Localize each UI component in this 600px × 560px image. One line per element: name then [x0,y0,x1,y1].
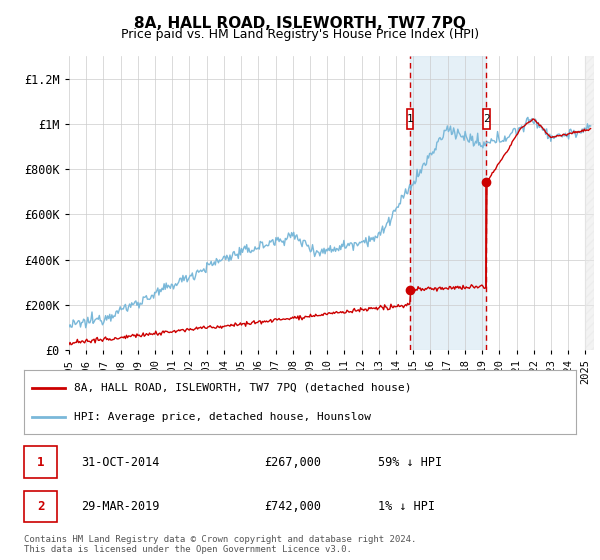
Text: Contains HM Land Registry data © Crown copyright and database right 2024.
This d: Contains HM Land Registry data © Crown c… [24,535,416,554]
Text: 8A, HALL ROAD, ISLEWORTH, TW7 7PQ (detached house): 8A, HALL ROAD, ISLEWORTH, TW7 7PQ (detac… [74,382,411,393]
Text: 31-OCT-2014: 31-OCT-2014 [81,455,160,469]
FancyBboxPatch shape [484,109,490,129]
Bar [410,56,487,350]
Text: 59% ↓ HPI: 59% ↓ HPI [378,455,442,469]
Text: 8A, HALL ROAD, ISLEWORTH, TW7 7PQ: 8A, HALL ROAD, ISLEWORTH, TW7 7PQ [134,16,466,31]
Text: 2: 2 [37,500,44,514]
Text: £742,000: £742,000 [264,500,321,514]
Text: HPI: Average price, detached house, Hounslow: HPI: Average price, detached house, Houn… [74,412,371,422]
Text: 29-MAR-2019: 29-MAR-2019 [81,500,160,514]
Text: 2: 2 [483,114,490,124]
Text: £267,000: £267,000 [264,455,321,469]
Text: 1: 1 [37,455,44,469]
Bar [586,56,594,350]
Text: 1: 1 [407,114,414,124]
FancyBboxPatch shape [407,109,413,129]
Text: Price paid vs. HM Land Registry's House Price Index (HPI): Price paid vs. HM Land Registry's House … [121,28,479,41]
Text: 1% ↓ HPI: 1% ↓ HPI [378,500,435,514]
